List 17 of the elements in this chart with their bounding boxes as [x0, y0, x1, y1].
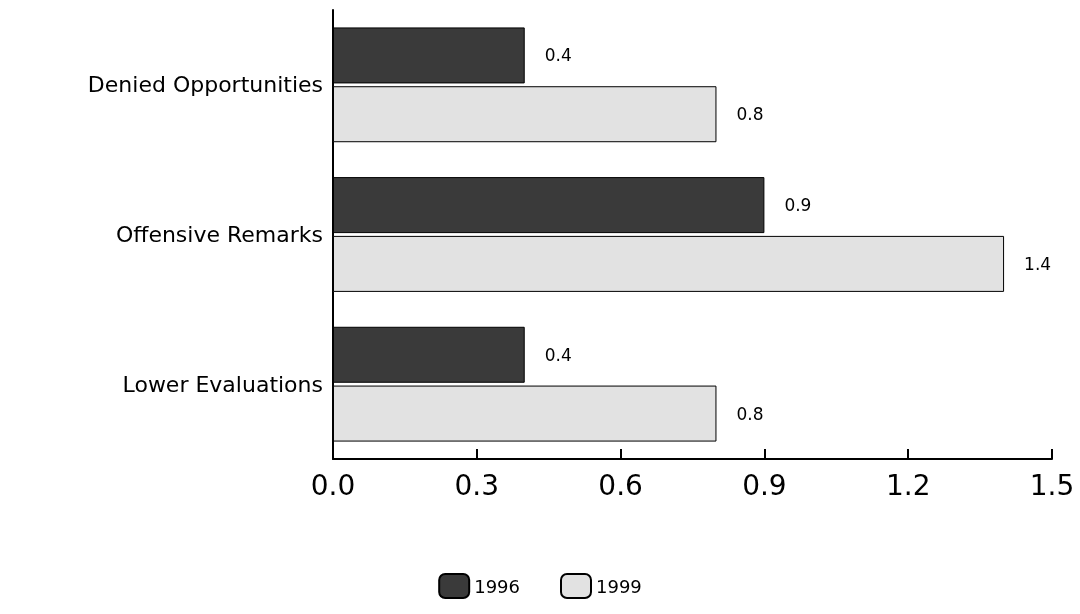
data-label: 0.9: [784, 195, 812, 216]
y-tick-label: Denied Opportunities: [87, 72, 323, 98]
legend-label: 1996: [474, 575, 520, 597]
legend-label: 1999: [596, 575, 642, 597]
data-label: 1.4: [1024, 253, 1052, 274]
x-tick-label: 1.2: [885, 468, 931, 502]
data-label: 0.8: [736, 104, 764, 125]
data-label: 0.4: [544, 45, 572, 66]
x-tick-label: 0.3: [454, 468, 500, 502]
y-tick-label: Lower Evaluations: [122, 371, 323, 397]
x-tick-label: 0.0: [310, 468, 356, 502]
x-tick-label: 0.6: [598, 468, 643, 502]
x-tick-label: 0.9: [742, 468, 787, 502]
data-label: 0.8: [736, 403, 764, 424]
data-label: 0.4: [544, 344, 572, 365]
y-tick-label: Offensive Remarks: [115, 222, 323, 247]
x-tick-label: 1.5: [1029, 468, 1075, 502]
